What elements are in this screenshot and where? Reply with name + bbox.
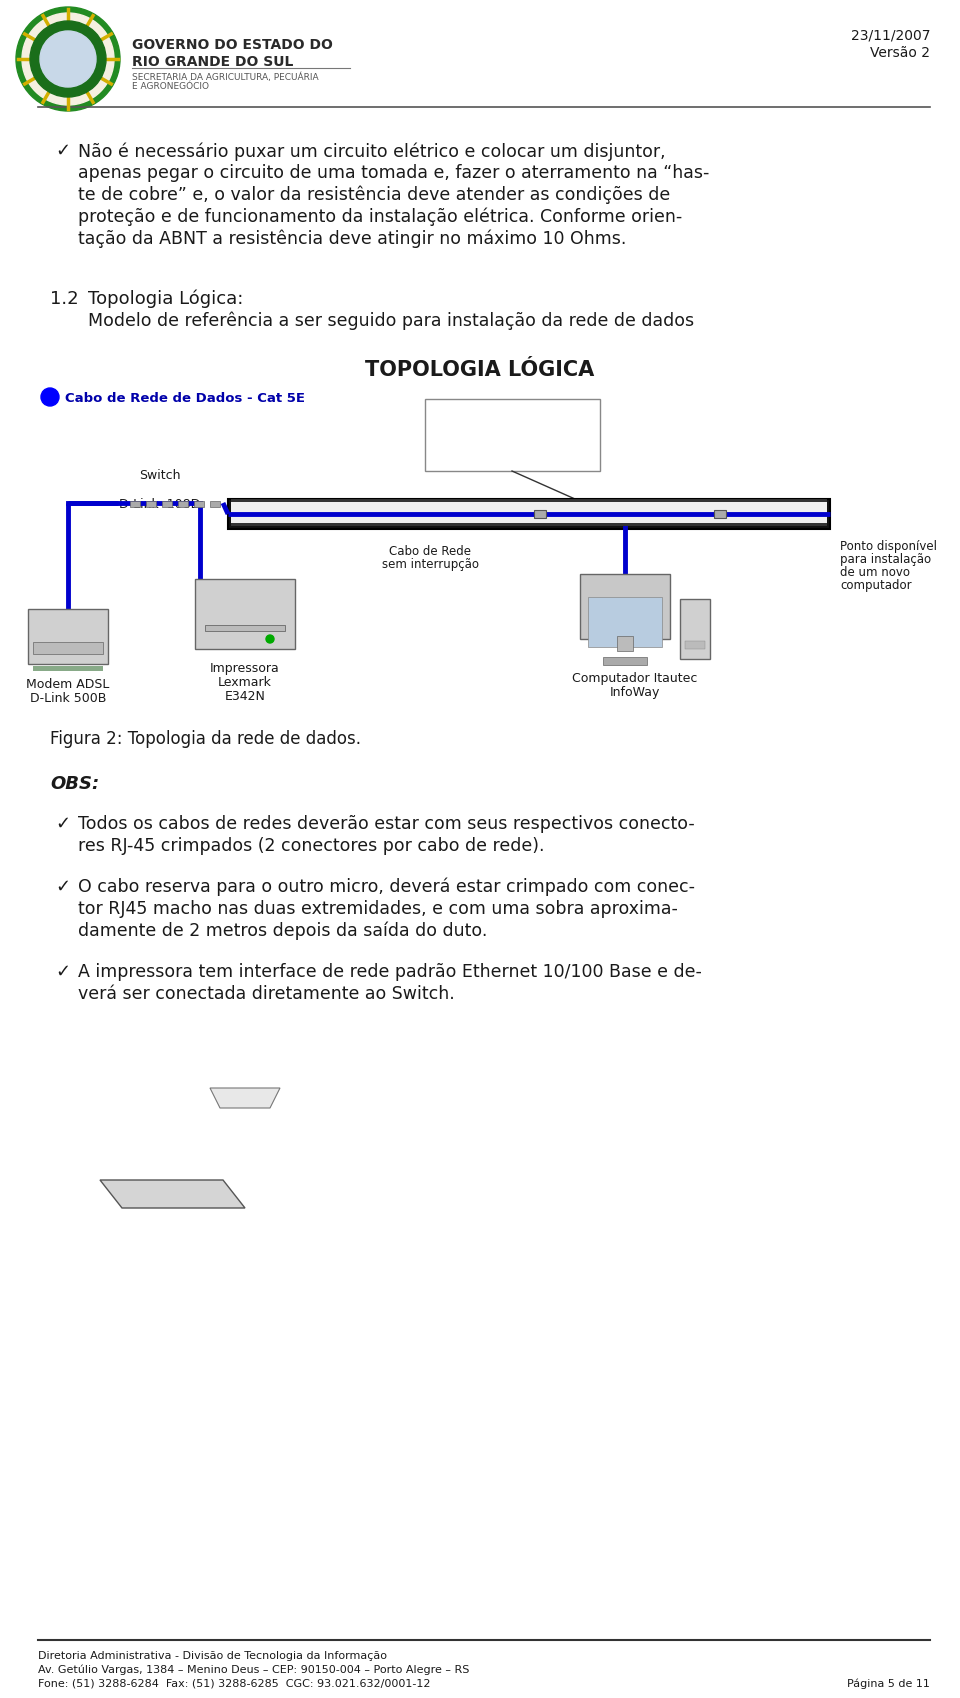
Bar: [231, 499, 827, 503]
Text: RIO GRANDE DO SUL: RIO GRANDE DO SUL: [132, 54, 294, 70]
Circle shape: [22, 14, 114, 105]
Bar: [425, 399, 600, 472]
Text: Fone: (51) 3288-6284  Fax: (51) 3288-6285  CGC: 93.021.632/0001-12: Fone: (51) 3288-6284 Fax: (51) 3288-6285…: [38, 1678, 430, 1688]
Text: Não é necessário puxar um circuito elétrico e colocar um disjuntor,: Não é necessário puxar um circuito elétr…: [78, 143, 665, 160]
Text: Modem ADSL: Modem ADSL: [26, 678, 109, 691]
Text: damente de 2 metros depois da saída do duto.: damente de 2 metros depois da saída do d…: [78, 922, 488, 941]
Text: proteção e de funcionamento da instalação elétrica. Conforme orien-: proteção e de funcionamento da instalaçã…: [78, 207, 683, 226]
Bar: [228, 499, 830, 530]
Text: te de cobre” e, o valor da resistência deve atender as condições de: te de cobre” e, o valor da resistência d…: [78, 185, 670, 204]
Bar: [617, 637, 633, 652]
Text: Modelo de referência a ser seguido para instalação da rede de dados: Modelo de referência a ser seguido para …: [88, 312, 694, 331]
Bar: [714, 511, 726, 518]
Bar: [194, 501, 204, 508]
Text: para passagem do: para passagem do: [458, 421, 567, 435]
Text: D-Link  108D: D-Link 108D: [119, 498, 201, 511]
Bar: [130, 501, 140, 508]
Text: E342N: E342N: [225, 689, 265, 703]
Text: Computador Itautec: Computador Itautec: [572, 672, 698, 684]
Text: E AGRONEGÓCIO: E AGRONEGÓCIO: [132, 82, 209, 92]
Bar: [178, 501, 188, 508]
Polygon shape: [210, 1088, 280, 1109]
Bar: [205, 625, 285, 632]
Circle shape: [16, 8, 120, 112]
Bar: [231, 503, 827, 526]
Bar: [685, 642, 705, 650]
Bar: [33, 642, 103, 655]
Text: InfoWay: InfoWay: [610, 686, 660, 698]
Text: verá ser conectada diretamente ao Switch.: verá ser conectada diretamente ao Switch…: [78, 985, 455, 1002]
Text: Ponto disponível: Ponto disponível: [840, 540, 937, 552]
Text: Buraco na Canaleta: Buraco na Canaleta: [454, 408, 571, 421]
Text: A impressora tem interface de rede padrão Ethernet 10/100 Base e de-: A impressora tem interface de rede padrã…: [78, 963, 702, 980]
Bar: [146, 501, 156, 508]
Text: tor RJ45 macho nas duas extremidades, e com uma sobra aproxima-: tor RJ45 macho nas duas extremidades, e …: [78, 900, 678, 917]
Text: apenas pegar o circuito de uma tomada e, fazer o aterramento na “has-: apenas pegar o circuito de uma tomada e,…: [78, 165, 709, 182]
Bar: [33, 667, 103, 672]
Text: Switch: Switch: [139, 469, 180, 482]
Bar: [210, 501, 220, 508]
Text: de um novo: de um novo: [840, 565, 910, 579]
Circle shape: [40, 32, 96, 88]
Text: ✓: ✓: [55, 815, 70, 832]
Text: O cabo reserva para o outro micro, deverá estar crimpado com conec-: O cabo reserva para o outro micro, dever…: [78, 878, 695, 897]
Text: GOVERNO DO ESTADO DO: GOVERNO DO ESTADO DO: [132, 37, 333, 53]
Text: 23/11/2007: 23/11/2007: [851, 27, 930, 42]
Text: computador: computador: [840, 579, 912, 591]
Text: Cabo de Rede de Dados - Cat 5E: Cabo de Rede de Dados - Cat 5E: [65, 392, 305, 404]
Text: ✓: ✓: [55, 878, 70, 895]
Text: TOPOLOGIA LÓGICA: TOPOLOGIA LÓGICA: [366, 360, 594, 380]
Bar: [28, 610, 108, 664]
Text: tação da ABNT a resistência deve atingir no máximo 10 Ohms.: tação da ABNT a resistência deve atingir…: [78, 229, 626, 248]
Text: para instalação: para instalação: [840, 552, 931, 565]
Text: Topologia Lógica:: Topologia Lógica:: [88, 290, 244, 309]
Polygon shape: [100, 1180, 245, 1209]
Bar: [588, 598, 662, 647]
Text: ✓: ✓: [55, 963, 70, 980]
Text: Página 5 de 11: Página 5 de 11: [847, 1678, 930, 1688]
Text: Cabo de Rede: Cabo de Rede: [389, 545, 471, 557]
Bar: [534, 511, 546, 518]
Circle shape: [30, 22, 106, 98]
Text: 1.2: 1.2: [50, 290, 79, 307]
Bar: [580, 574, 670, 640]
Text: Impressora: Impressora: [210, 662, 280, 674]
Text: Lexmark: Lexmark: [218, 676, 272, 689]
Text: sem interrupção: sem interrupção: [381, 557, 478, 571]
Text: Todos os cabos de redes deverão estar com seus respectivos conecto-: Todos os cabos de redes deverão estar co…: [78, 815, 695, 832]
Bar: [162, 501, 172, 508]
Bar: [195, 579, 295, 650]
Text: D-Link 500B: D-Link 500B: [30, 691, 107, 705]
Text: Diretoria Administrativa - Divisão de Tecnologia da Informação: Diretoria Administrativa - Divisão de Te…: [38, 1650, 387, 1661]
Text: ✓: ✓: [55, 143, 70, 160]
Circle shape: [41, 389, 59, 408]
Text: Av. Getúlio Vargas, 1384 – Menino Deus – CEP: 90150-004 – Porto Alegre – RS: Av. Getúlio Vargas, 1384 – Menino Deus –…: [38, 1664, 469, 1674]
Text: res RJ-45 crimpados (2 conectores por cabo de rede).: res RJ-45 crimpados (2 conectores por ca…: [78, 837, 544, 854]
Text: Cado de Rede.: Cado de Rede.: [469, 436, 556, 448]
Bar: [680, 599, 710, 659]
Text: SECRETARIA DA AGRICULTURA, PECUÁRIA: SECRETARIA DA AGRICULTURA, PECUÁRIA: [132, 71, 319, 82]
Bar: [603, 657, 647, 666]
Bar: [231, 523, 827, 526]
Text: Versão 2: Versão 2: [870, 46, 930, 59]
Text: Figura 2: Topologia da rede de dados.: Figura 2: Topologia da rede de dados.: [50, 730, 361, 747]
Text: OBS:: OBS:: [50, 774, 99, 793]
Circle shape: [266, 635, 274, 644]
